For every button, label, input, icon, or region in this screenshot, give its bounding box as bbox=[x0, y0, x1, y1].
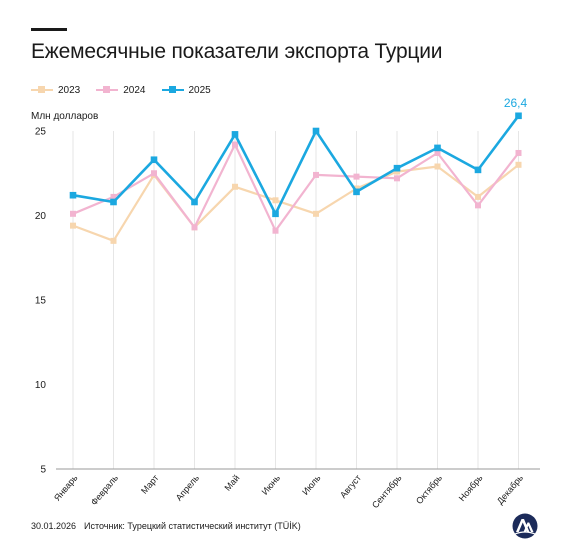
legend-item-2023: 2023 bbox=[31, 85, 80, 96]
x-tick-label-6: Июнь bbox=[260, 473, 283, 497]
point-2023-8 bbox=[353, 185, 360, 192]
title-accent-bar bbox=[31, 28, 67, 31]
point-2024-5 bbox=[232, 141, 238, 148]
series-2025 bbox=[69, 112, 522, 218]
x-tick-label-2: Февраль bbox=[89, 473, 120, 508]
point-2025-6 bbox=[272, 210, 279, 218]
point-2025-5 bbox=[231, 131, 239, 138]
y-tick-label-10: 10 bbox=[35, 380, 47, 391]
point-2025-10 bbox=[434, 144, 441, 152]
y-tick-label-25: 25 bbox=[35, 127, 47, 138]
x-tick-label-4: Апрель bbox=[174, 473, 201, 503]
x-tick-label-5: Май bbox=[223, 473, 242, 493]
series-2024 bbox=[70, 141, 522, 234]
point-2025-3 bbox=[150, 156, 158, 164]
aa-logo-icon bbox=[512, 513, 538, 539]
point-2024-1 bbox=[70, 210, 76, 217]
y-tick-label-15: 15 bbox=[35, 296, 47, 307]
legend-swatch-2025 bbox=[161, 86, 184, 93]
x-tick-label-10: Октябрь bbox=[414, 473, 444, 506]
point-2024-12 bbox=[515, 149, 522, 156]
legend-swatch-2024 bbox=[96, 86, 119, 93]
series-line-2023 bbox=[72, 163, 520, 242]
y-axis-label: Млн долларов bbox=[31, 111, 98, 122]
point-2023-11 bbox=[475, 193, 481, 200]
point-2025-8 bbox=[353, 188, 360, 196]
point-2024-11 bbox=[475, 202, 481, 209]
x-tick-label-12: Декабрь bbox=[495, 473, 525, 507]
point-2024-6 bbox=[272, 227, 279, 234]
point-2023-10 bbox=[434, 163, 441, 170]
legend-item-2025: 2025 bbox=[161, 84, 211, 96]
point-2024-2 bbox=[110, 193, 117, 200]
legend-label-2023: 2023 bbox=[58, 84, 81, 96]
point-2023-2 bbox=[110, 237, 117, 244]
x-tick-label-3: Март bbox=[139, 473, 161, 496]
x-tick-label-7: Июль bbox=[300, 473, 323, 497]
point-2024-8 bbox=[353, 173, 360, 180]
point-2025-2 bbox=[110, 198, 117, 206]
point-2023-1 bbox=[70, 222, 76, 229]
legend-swatch-2023 bbox=[31, 86, 53, 93]
data-label-1: 26,4 bbox=[504, 96, 528, 110]
point-2025-9 bbox=[393, 164, 401, 172]
series-line-2024 bbox=[72, 143, 520, 232]
point-2025-11 bbox=[474, 166, 482, 174]
x-tick-label-11: Ноябрь bbox=[457, 473, 485, 504]
y-tick-label-5: 5 bbox=[40, 465, 46, 476]
point-2023-9 bbox=[394, 168, 400, 175]
series-line-2025 bbox=[72, 115, 520, 216]
point-2024-3 bbox=[151, 170, 157, 177]
legend-label-2025: 2025 bbox=[188, 84, 211, 96]
footer-date: 30.01.2026 bbox=[31, 521, 77, 531]
footer-source: Источник: Турецкий статистический инстит… bbox=[84, 521, 301, 531]
x-tick-label-8: Август bbox=[338, 473, 363, 500]
point-2024-7 bbox=[313, 171, 319, 178]
y-tick-label-20: 20 bbox=[35, 211, 47, 222]
point-2025-12 bbox=[515, 112, 522, 120]
legend-item-2024: 2024 bbox=[96, 84, 146, 96]
point-2025-7 bbox=[312, 127, 320, 135]
legend-label-2024: 2024 bbox=[123, 84, 146, 96]
point-2023-12 bbox=[515, 161, 522, 168]
point-2025-1 bbox=[69, 191, 77, 199]
point-2024-4 bbox=[191, 224, 198, 231]
point-2024-10 bbox=[434, 149, 441, 156]
page-title: Ежемесячные показатели экспорта Турции bbox=[31, 40, 443, 63]
point-2025-4 bbox=[191, 198, 198, 206]
chart-legend: 2023 2024 2025 bbox=[31, 83, 227, 97]
point-2024-9 bbox=[394, 175, 400, 182]
point-2023-6 bbox=[272, 197, 279, 204]
x-tick-label-1: Январь bbox=[52, 473, 80, 503]
x-tick-label-9: Сентябрь bbox=[370, 473, 404, 511]
point-2023-7 bbox=[313, 210, 319, 217]
point-2023-5 bbox=[232, 183, 238, 190]
